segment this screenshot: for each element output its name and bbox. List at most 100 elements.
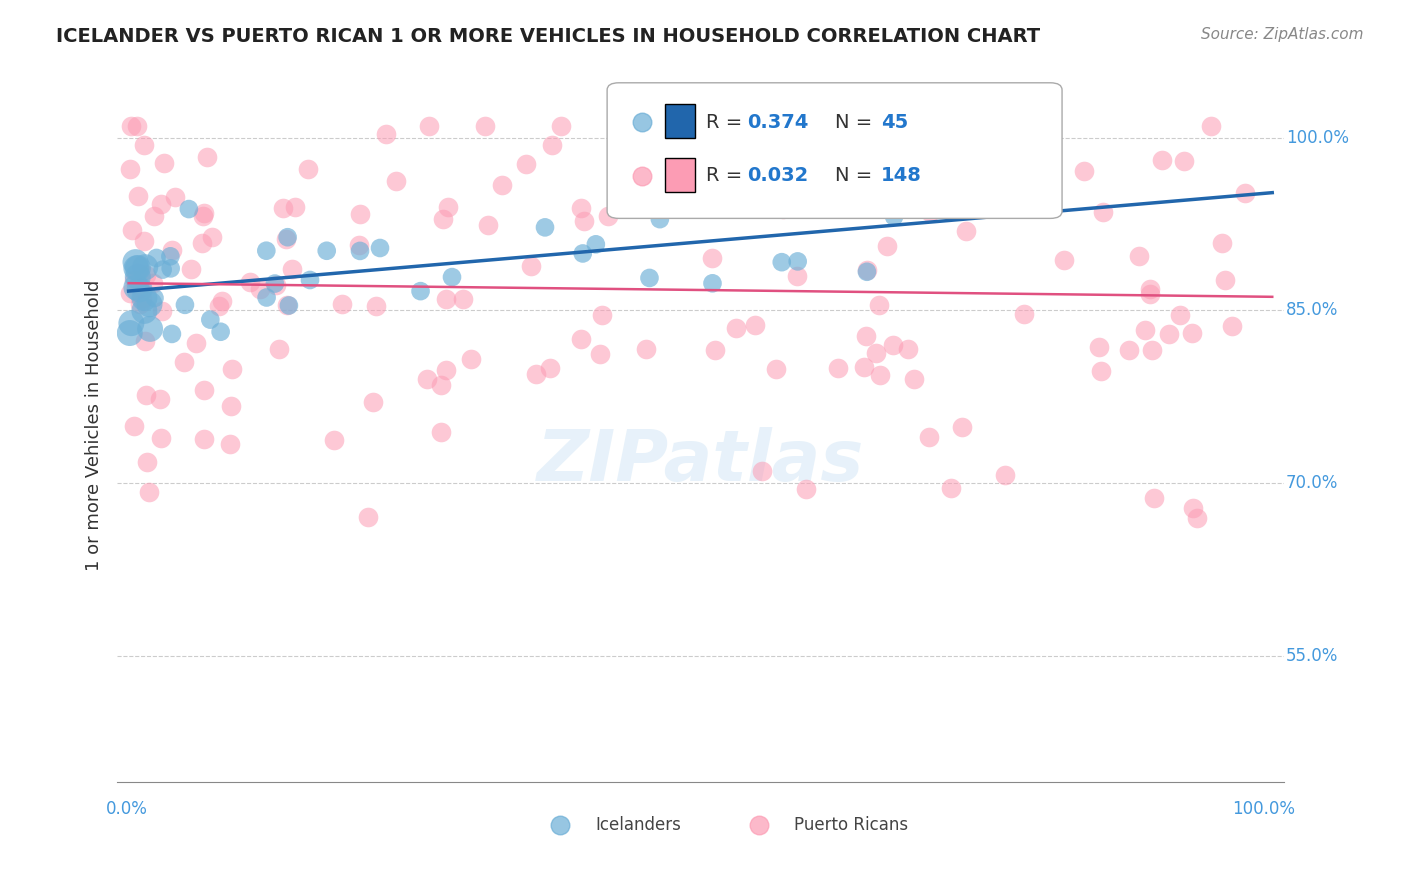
Point (585, 237, 607, 252)
Point (254, 244, 277, 258)
Point (770, 255, 793, 269)
Point (772, 202, 794, 217)
Point (361, 395, 384, 409)
Text: 85.0%: 85.0% (1286, 301, 1339, 319)
Text: R =: R = (706, 166, 749, 185)
Point (1012, 307, 1035, 321)
Text: 148: 148 (882, 166, 922, 185)
Point (1118, 343, 1140, 357)
Point (349, 244, 371, 258)
Point (120, 119, 142, 133)
Point (810, 119, 832, 133)
Point (129, 297, 152, 311)
Point (125, 261, 148, 276)
Point (193, 432, 215, 446)
Point (917, 430, 939, 444)
Point (704, 343, 727, 358)
Point (955, 224, 977, 238)
Point (1201, 119, 1223, 133)
Point (160, 243, 183, 257)
Point (589, 347, 612, 361)
Point (868, 298, 890, 312)
Point (569, 201, 592, 215)
Point (124, 419, 146, 434)
Point (550, 119, 572, 133)
Point (143, 210, 166, 224)
Point (134, 260, 156, 275)
Point (524, 367, 547, 381)
Point (977, 175, 1000, 189)
Point (1181, 501, 1204, 516)
Point (638, 271, 661, 285)
Point (794, 482, 817, 496)
Point (256, 291, 278, 305)
Point (941, 481, 963, 495)
Point (211, 293, 233, 308)
Point (125, 280, 148, 294)
Point (534, 220, 557, 235)
Point (195, 151, 218, 165)
Point (193, 205, 215, 219)
Point (191, 209, 214, 223)
Point (1185, 511, 1208, 525)
Point (855, 329, 877, 343)
Point (298, 273, 321, 287)
Point (993, 468, 1015, 483)
Point (1029, 119, 1052, 133)
Point (174, 298, 197, 312)
Point (384, 173, 406, 187)
Point (159, 249, 181, 263)
Point (276, 298, 298, 312)
Point (440, 270, 463, 285)
Point (150, 197, 173, 211)
Point (827, 360, 849, 375)
Point (349, 207, 371, 221)
Point (1168, 308, 1191, 322)
Point (894, 121, 917, 136)
Point (1091, 204, 1114, 219)
Point (541, 137, 564, 152)
Point (957, 123, 980, 137)
Point (127, 260, 149, 275)
Point (134, 304, 156, 318)
Text: Puerto Ricans: Puerto Ricans (794, 816, 908, 834)
Point (1133, 323, 1156, 337)
Point (856, 263, 879, 277)
Point (239, 275, 262, 289)
Point (883, 210, 905, 224)
Point (322, 434, 344, 448)
Point (765, 361, 787, 376)
Point (134, 334, 156, 349)
Point (477, 218, 499, 232)
Point (159, 261, 181, 276)
Point (150, 303, 173, 318)
Point (134, 235, 156, 249)
Text: ZIPatlas: ZIPatlas (537, 426, 865, 496)
Point (135, 388, 157, 402)
Point (491, 178, 513, 193)
Point (120, 286, 142, 301)
Point (120, 316, 142, 330)
Point (460, 352, 482, 367)
Point (437, 200, 460, 214)
Point (201, 230, 224, 244)
Point (869, 368, 891, 383)
Point (918, 205, 941, 219)
Point (1128, 249, 1150, 263)
Point (375, 128, 398, 142)
Y-axis label: 1 or more Vehicles in Household: 1 or more Vehicles in Household (86, 280, 103, 571)
Point (125, 119, 148, 133)
Point (191, 235, 214, 250)
Text: 100.0%: 100.0% (1232, 800, 1295, 818)
Point (263, 277, 285, 291)
Point (430, 378, 453, 392)
Point (882, 338, 904, 352)
Point (434, 292, 457, 306)
Point (1211, 236, 1233, 251)
Point (277, 298, 299, 312)
Point (180, 262, 202, 277)
Point (1234, 186, 1257, 200)
Point (855, 163, 877, 178)
Point (200, 312, 222, 326)
Point (873, 135, 896, 149)
